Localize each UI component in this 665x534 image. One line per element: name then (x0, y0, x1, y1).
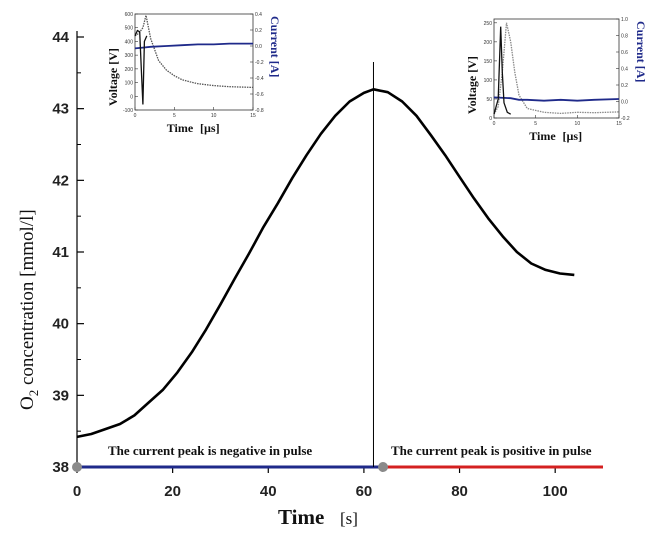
inset-right-tick-label: -0.2 (621, 116, 630, 122)
inset-current-label: Current [A] (634, 21, 648, 82)
main-annotations (72, 62, 603, 472)
inset-right-tick-label: 0.4 (255, 12, 262, 18)
inset-right-tick-label: 0.2 (621, 83, 628, 89)
inset-left-tick-label: 100 (484, 78, 493, 84)
inset-x-tick-label: 0 (493, 121, 496, 127)
inset-right-tick-label: -0.6 (255, 92, 264, 98)
span-switch-marker (378, 462, 389, 472)
inset-left-tick-label: 300 (125, 53, 134, 59)
inset-voltage-label: Voltage [V] (465, 56, 479, 114)
x-tick-label: 80 (451, 483, 468, 500)
inset-left-tick-label: 250 (484, 21, 493, 27)
inset-left-tick-label: 200 (125, 67, 134, 73)
inset-right: 0 50 100 150 200 250 -0.2 0.0 0.2 0.4 0.6 0.8 1.0 0 5 1… (465, 17, 648, 143)
y-axis-label-rest: concentration [mmol/l] (17, 209, 38, 389)
x-tick-label: 60 (356, 483, 373, 500)
inset-right-tick-label: 1.0 (621, 17, 628, 23)
inset-time-unit: [µs] (563, 129, 583, 143)
y-tick-label: 44 (52, 29, 69, 46)
y-tick-label: 40 (52, 316, 69, 333)
inset-series-2 (493, 26, 512, 115)
x-axis-unit: [s] (340, 509, 358, 528)
y-tick-label: 39 (52, 387, 69, 404)
x-tick-label: 100 (543, 483, 568, 500)
x-axis-label: Time (278, 505, 324, 529)
x-tick-label: 40 (260, 483, 277, 500)
inset-right-tick-label: 0.4 (621, 67, 628, 73)
inset-right-tick-label: -0.2 (255, 60, 264, 66)
inset-voltage-label: Voltage [V] (106, 48, 120, 106)
inset-left-tick-label: 400 (125, 39, 134, 45)
inset-series-0 (134, 15, 254, 89)
inset-right-tick-label: 0.6 (621, 50, 628, 56)
inset-right-tick-label: 0.2 (255, 28, 262, 34)
inset-x-tick-label: 5 (173, 113, 176, 119)
inset-series-1 (134, 42, 253, 50)
y-tick-label: 43 (52, 101, 69, 118)
annotation-positive: The current peak is positive in pulse (391, 443, 592, 458)
inset-time-label: Time (167, 121, 194, 135)
inset-right-tick-label: 0.0 (255, 44, 262, 50)
annotation-negative: The current peak is negative in pulse (108, 443, 312, 458)
y-axis-label-main: O (17, 396, 38, 410)
inset-frame (134, 13, 254, 111)
main-series (76, 88, 575, 439)
svg-text:O2 concentration [mmol/l]: O2 concentration [mmol/l] (17, 209, 41, 410)
inset-left-tick-label: 0 (489, 116, 492, 122)
inset-left-tick-label: 200 (484, 40, 493, 46)
inset-left-tick-label: 0 (130, 94, 133, 100)
inset-right-tick-label: -0.4 (255, 76, 264, 82)
inset-x-tick-label: 5 (534, 121, 537, 127)
inset-current-label: Current [A] (268, 16, 282, 77)
inset-x-tick-label: 0 (134, 113, 137, 119)
inset-time-unit: [µs] (200, 121, 220, 135)
inset-x-tick-label: 15 (616, 121, 622, 127)
inset-frame (493, 18, 620, 119)
inset-left-tick-label: 150 (484, 59, 493, 65)
inset-right-tick-label: 0.8 (621, 34, 628, 40)
inset-left-tick-label: -100 (123, 108, 133, 114)
y-axis-label-sub: 2 (26, 390, 41, 397)
y-tick-label: 42 (52, 172, 69, 189)
span-start-marker (72, 462, 82, 472)
inset-series-1 (493, 96, 620, 102)
y-tick-label: 41 (52, 244, 69, 261)
inset-left-tick-label: 50 (486, 97, 492, 103)
inset-left-tick-label: 100 (125, 81, 134, 87)
inset-right-tick-label: -0.8 (255, 108, 264, 114)
inset-right-tick-label: 0.0 (621, 100, 628, 106)
inset-x-tick-label: 15 (250, 113, 256, 119)
inset-left: -1000100200300400500600-0.8-0.6-0.4-0.20… (106, 12, 282, 135)
series-line-0 (76, 88, 575, 439)
inset-x-tick-label: 10 (575, 121, 581, 127)
y-axis-label: O2 concentration [mmol/l] (17, 209, 41, 410)
inset-left-tick-label: 500 (125, 26, 134, 32)
inset-left-tick-label: 600 (125, 12, 134, 18)
y-tick-label: 38 (52, 459, 69, 476)
inset-time-label: Time (529, 129, 556, 143)
x-tick-label: 20 (164, 483, 181, 500)
x-tick-label: 0 (73, 483, 81, 500)
inset-series-2 (134, 29, 148, 105)
inset-x-tick-label: 10 (211, 113, 217, 119)
